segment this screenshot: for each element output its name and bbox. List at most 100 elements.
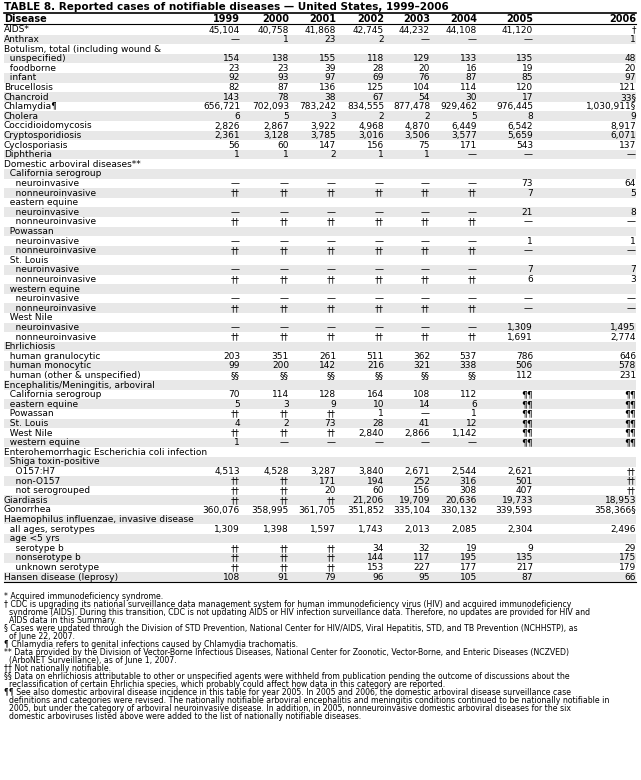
Text: 407: 407 bbox=[516, 486, 533, 495]
Text: 1999: 1999 bbox=[213, 14, 240, 24]
Text: 41,120: 41,120 bbox=[502, 26, 533, 34]
Text: Brucellosis: Brucellosis bbox=[4, 83, 53, 92]
Text: 3,128: 3,128 bbox=[263, 131, 289, 140]
Text: 14: 14 bbox=[419, 400, 430, 409]
Text: Diphtheria: Diphtheria bbox=[4, 151, 52, 159]
Text: —: — bbox=[468, 323, 477, 332]
Text: 19: 19 bbox=[465, 544, 477, 553]
Text: 976,445: 976,445 bbox=[496, 102, 533, 112]
Text: 351,852: 351,852 bbox=[347, 505, 384, 515]
Bar bbox=[4, 399, 636, 409]
Text: ††: †† bbox=[421, 304, 430, 313]
Text: 308: 308 bbox=[460, 486, 477, 495]
Text: 2001: 2001 bbox=[309, 14, 336, 24]
Text: 1,309: 1,309 bbox=[214, 525, 240, 534]
Text: ¶¶: ¶¶ bbox=[521, 390, 533, 399]
Text: ††: †† bbox=[327, 218, 336, 226]
Text: ††: †† bbox=[280, 486, 289, 495]
Text: ††: †† bbox=[421, 275, 430, 284]
Text: Giardiasis: Giardiasis bbox=[4, 496, 49, 505]
Text: ††: †† bbox=[280, 410, 289, 419]
Bar bbox=[4, 112, 636, 121]
Text: 108: 108 bbox=[223, 573, 240, 582]
Text: §§: §§ bbox=[375, 371, 384, 380]
Bar bbox=[4, 34, 636, 44]
Text: 834,555: 834,555 bbox=[347, 102, 384, 112]
Text: ††: †† bbox=[280, 496, 289, 505]
Text: 129: 129 bbox=[413, 55, 430, 63]
Text: western equine: western equine bbox=[4, 438, 80, 447]
Text: ** Data provided by the Division of Vector-Borne Infectious Diseases, National C: ** Data provided by the Division of Vect… bbox=[4, 648, 569, 657]
Text: ††: †† bbox=[280, 544, 289, 553]
Text: 195: 195 bbox=[460, 554, 477, 562]
Text: eastern equine: eastern equine bbox=[4, 400, 78, 409]
Text: 136: 136 bbox=[319, 83, 336, 92]
Text: † CDC is upgrading its national surveillance data management system for human im: † CDC is upgrading its national surveill… bbox=[4, 600, 571, 609]
Text: ¶¶: ¶¶ bbox=[624, 410, 636, 419]
Bar bbox=[4, 342, 636, 352]
Text: ¶¶: ¶¶ bbox=[521, 410, 533, 419]
Text: 20: 20 bbox=[624, 64, 636, 73]
Text: Hansen disease (leprosy): Hansen disease (leprosy) bbox=[4, 573, 118, 582]
Text: 578: 578 bbox=[619, 361, 636, 370]
Text: 1: 1 bbox=[234, 151, 240, 159]
Text: 156: 156 bbox=[367, 140, 384, 150]
Text: § Cases were updated through the Division of STD Prevention, National Center for: § Cases were updated through the Divisio… bbox=[4, 624, 578, 633]
Text: §§: §§ bbox=[231, 371, 240, 380]
Text: 6: 6 bbox=[528, 275, 533, 284]
Text: 142: 142 bbox=[319, 361, 336, 370]
Text: ††: †† bbox=[280, 554, 289, 562]
Text: ¶ Chlamydia refers to genital infections caused by Chlamydia trachomatis.: ¶ Chlamydia refers to genital infections… bbox=[4, 640, 298, 649]
Text: 358,366§: 358,366§ bbox=[594, 505, 636, 515]
Text: ††: †† bbox=[327, 275, 336, 284]
Text: 82: 82 bbox=[229, 83, 240, 92]
Text: 19: 19 bbox=[522, 64, 533, 73]
Text: 18,953: 18,953 bbox=[604, 496, 636, 505]
Text: neuroinvasive: neuroinvasive bbox=[4, 236, 79, 246]
Text: ††: †† bbox=[231, 486, 240, 495]
Text: 217: 217 bbox=[516, 563, 533, 572]
Text: 321: 321 bbox=[413, 361, 430, 370]
Text: —: — bbox=[524, 35, 533, 44]
Text: —: — bbox=[421, 410, 430, 419]
Bar bbox=[4, 323, 636, 332]
Text: ¶¶: ¶¶ bbox=[521, 419, 533, 428]
Text: ¶¶: ¶¶ bbox=[624, 429, 636, 438]
Text: ††: †† bbox=[375, 304, 384, 313]
Text: foodborne: foodborne bbox=[4, 64, 56, 73]
Text: 23: 23 bbox=[324, 35, 336, 44]
Text: age <5 yrs: age <5 yrs bbox=[4, 534, 60, 544]
Text: —: — bbox=[468, 179, 477, 188]
Text: ††: †† bbox=[327, 304, 336, 313]
Text: serotype b: serotype b bbox=[4, 544, 63, 553]
Bar bbox=[4, 438, 636, 448]
Text: 114: 114 bbox=[460, 83, 477, 92]
Text: not serogrouped: not serogrouped bbox=[4, 486, 90, 495]
Text: —: — bbox=[627, 246, 636, 255]
Text: —: — bbox=[375, 236, 384, 246]
Text: 877,478: 877,478 bbox=[393, 102, 430, 112]
Text: ††: †† bbox=[627, 467, 636, 476]
Bar bbox=[4, 419, 636, 428]
Bar bbox=[4, 130, 636, 140]
Text: 5: 5 bbox=[471, 112, 477, 121]
Text: 351: 351 bbox=[272, 352, 289, 361]
Text: 3,785: 3,785 bbox=[310, 131, 336, 140]
Text: 29: 29 bbox=[624, 544, 636, 553]
Text: 194: 194 bbox=[367, 477, 384, 486]
Text: ††: †† bbox=[375, 333, 384, 342]
Text: 3: 3 bbox=[330, 112, 336, 121]
Text: 1: 1 bbox=[378, 410, 384, 419]
Text: California serogroup: California serogroup bbox=[4, 169, 101, 179]
Text: §§: §§ bbox=[468, 371, 477, 380]
Bar bbox=[4, 573, 636, 582]
Text: 3,506: 3,506 bbox=[404, 131, 430, 140]
Text: ††: †† bbox=[327, 410, 336, 419]
Text: 128: 128 bbox=[319, 390, 336, 399]
Text: —: — bbox=[231, 236, 240, 246]
Text: non-O157: non-O157 bbox=[4, 477, 60, 486]
Text: 117: 117 bbox=[413, 554, 430, 562]
Text: ††: †† bbox=[421, 218, 430, 226]
Text: 358,995: 358,995 bbox=[252, 505, 289, 515]
Text: 78: 78 bbox=[278, 93, 289, 101]
